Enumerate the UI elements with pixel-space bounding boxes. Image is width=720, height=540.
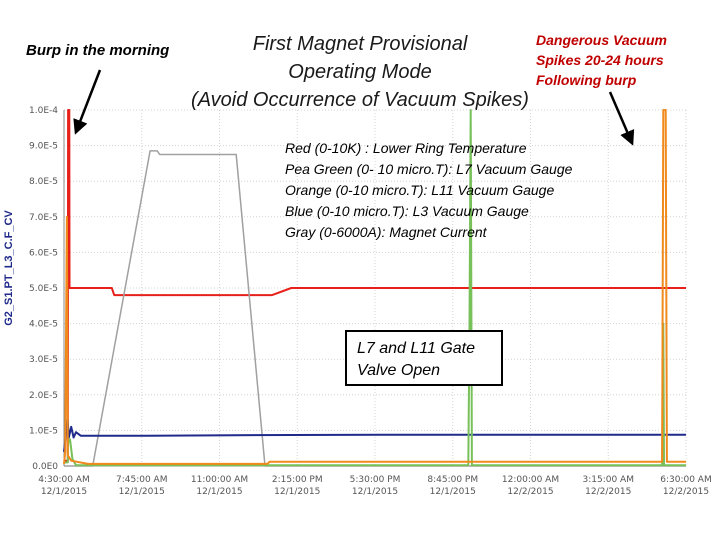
x-tick-label-time: 7:45:00 AM xyxy=(116,475,167,485)
series-group xyxy=(63,109,686,467)
legend-line-orange: Orange (0-10 micro.T): L11 Vacuum Gauge xyxy=(285,182,555,198)
danger-line-2: Spikes 20-24 hours xyxy=(536,52,664,68)
gate-valve-box: L7 and L11 Gate Valve Open xyxy=(345,330,503,386)
series-line-red xyxy=(64,109,686,462)
arrows xyxy=(73,69,635,146)
y-tick-label: 0.0E0 xyxy=(32,462,58,472)
x-tick-label-date: 12/1/2015 xyxy=(430,487,476,497)
y-tick-label: 7.0E-5 xyxy=(29,213,58,223)
burp-annotation: Burp in the morning xyxy=(26,42,170,59)
y-tick-label: 1.0E-4 xyxy=(29,106,58,116)
y-tick-label: 5.0E-5 xyxy=(29,284,58,294)
gate-line-1: L7 and L11 Gate xyxy=(357,340,476,357)
burp-arrow xyxy=(73,69,102,135)
y-tick-label: 1.0E-5 xyxy=(29,426,58,436)
danger-line-3: Following burp xyxy=(536,72,637,88)
series-line-orange xyxy=(63,109,686,465)
x-tick-label-time: 2:15:00 PM xyxy=(272,475,323,485)
legend-annotation: Red (0-10K) : Lower Ring Temperature Pea… xyxy=(285,138,572,243)
chart-title: First Magnet Provisional Operating Mode … xyxy=(190,30,530,114)
title-line-1: First Magnet Provisional xyxy=(252,33,468,55)
x-tick-label-date: 12/2/2015 xyxy=(585,487,631,497)
series-line-gray xyxy=(64,150,686,467)
y-tick-label: 9.0E-5 xyxy=(29,142,58,152)
y-tick-label: 2.0E-5 xyxy=(29,391,58,401)
x-tick-label-time: 12:00:00 AM xyxy=(502,475,559,485)
danger-annotation: Dangerous Vacuum Spikes 20-24 hours Foll… xyxy=(536,30,667,90)
legend-line-gray: Gray (0-6000A): Magnet Current xyxy=(285,224,487,240)
x-tick-label-date: 12/1/2015 xyxy=(274,487,320,497)
x-tick-label-date: 12/1/2015 xyxy=(119,487,165,497)
y-tick-label: 6.0E-5 xyxy=(29,248,58,258)
legend-line-green: Pea Green (0- 10 micro.T): L7 Vacuum Gau… xyxy=(285,161,573,177)
x-tick-label-time: 4:30:00 AM xyxy=(38,475,89,485)
x-tick-label-time: 6:30:00 AM xyxy=(660,475,711,485)
y-tick-label: 4.0E-5 xyxy=(29,320,58,330)
legend-line-blue: Blue (0-10 micro.T): L3 Vacuum Gauge xyxy=(285,203,529,219)
gate-line-2: Valve Open xyxy=(357,362,441,379)
x-tick-label-date: 12/1/2015 xyxy=(196,487,242,497)
danger-arrow xyxy=(608,91,635,146)
y-tick-label: 8.0E-5 xyxy=(29,177,58,187)
x-tick-label-date: 12/1/2015 xyxy=(41,487,87,497)
danger-line-1: Dangerous Vacuum xyxy=(536,32,667,48)
x-tick-label-time: 5:30:00 PM xyxy=(350,475,401,485)
x-tick-label-time: 3:15:00 AM xyxy=(583,475,634,485)
legend-line-red: Red (0-10K) : Lower Ring Temperature xyxy=(285,140,527,156)
x-tick-label-date: 12/2/2015 xyxy=(507,487,553,497)
x-tick-label-time: 8:45:00 PM xyxy=(427,475,478,485)
y-tick-label: 3.0E-5 xyxy=(29,355,58,365)
title-line-2: Operating Mode xyxy=(288,61,432,83)
x-tick-label-date: 12/2/2015 xyxy=(663,487,709,497)
x-tick-label-date: 12/1/2015 xyxy=(352,487,398,497)
y-axis-label: G2_S1.PT_L3_C.F_CV xyxy=(3,210,15,326)
title-line-3: (Avoid Occurrence of Vacuum Spikes) xyxy=(191,89,529,111)
x-tick-label-time: 11:00:00 AM xyxy=(191,475,248,485)
